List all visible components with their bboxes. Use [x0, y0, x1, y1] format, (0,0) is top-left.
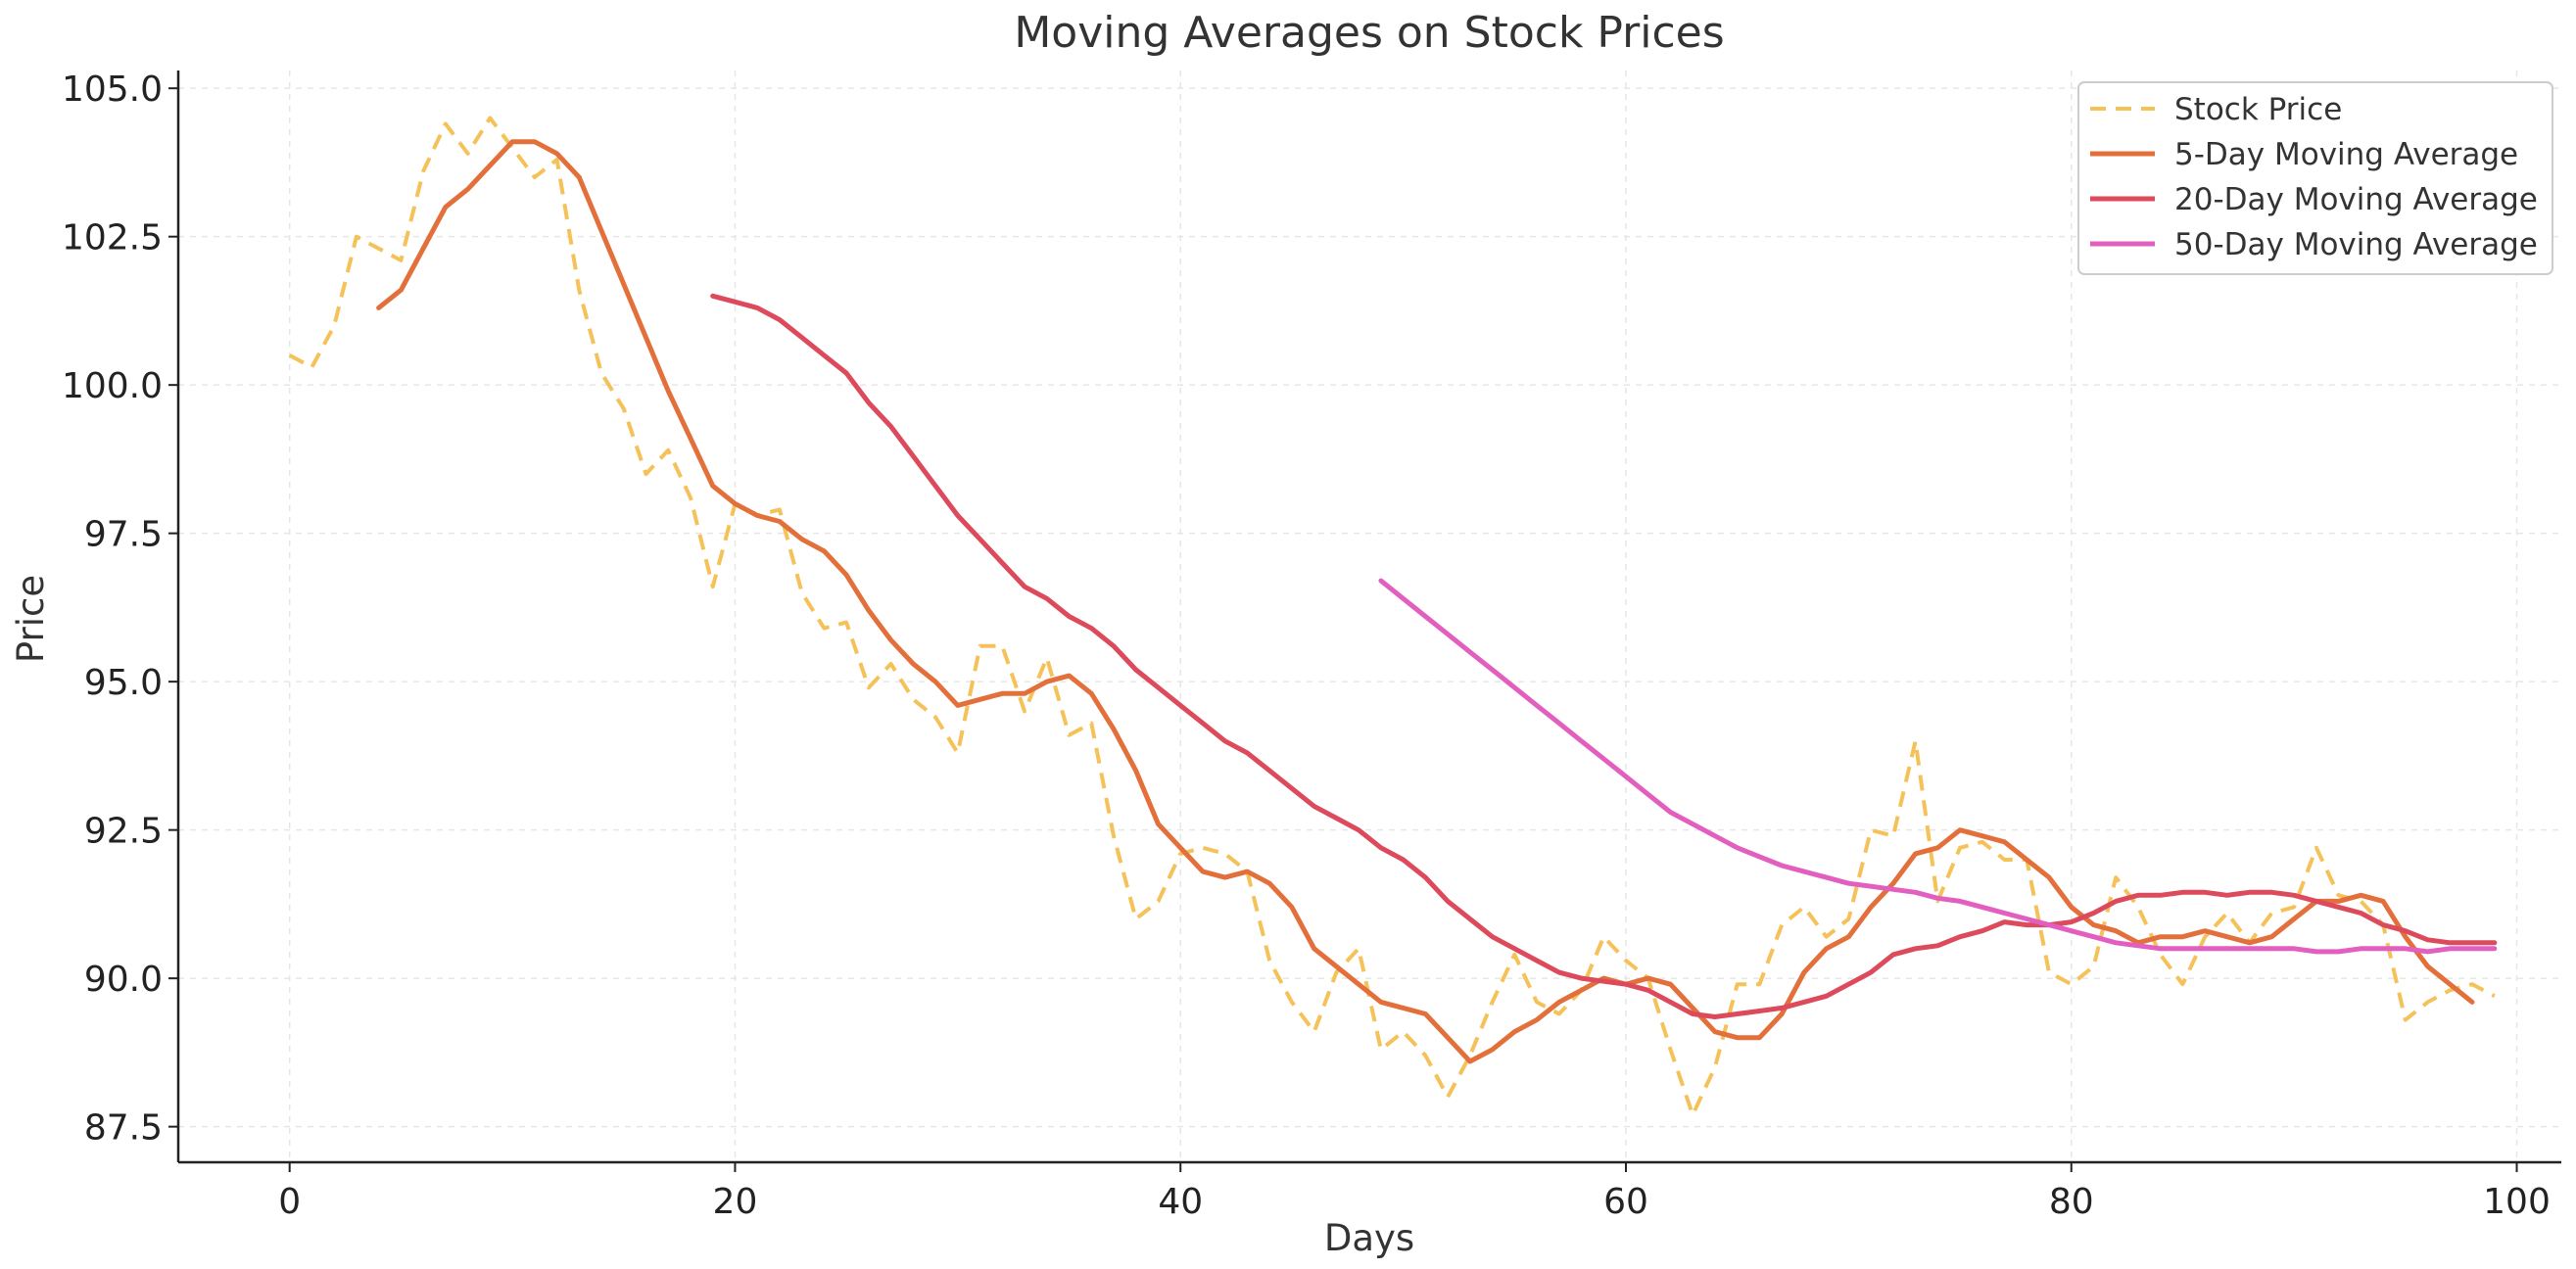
legend: Stock Price 5-Day Moving Average 20-Day Mo… [2077, 81, 2553, 275]
legend-label-stock-price: Stock Price [2174, 92, 2342, 127]
legend-frame [2077, 81, 2553, 275]
x-tick-label: 0 [278, 1182, 301, 1222]
y-axis-title: Price [10, 575, 52, 663]
y-tick-label: 92.5 [84, 812, 163, 852]
y-tick-label: 90.0 [84, 960, 163, 1000]
series-line-stock-price [288, 116, 2496, 1117]
ticks: 0 20 40 60 80 100 87.5 90.0 92.5 95.0 97.5 100.0 102… [62, 70, 2551, 1222]
y-tick-label: 87.5 [84, 1108, 163, 1149]
series-line-50-day-moving-average [1378, 578, 2498, 955]
y-tick-label: 102.5 [62, 218, 163, 258]
axes [176, 70, 2561, 1164]
y-tick-label: 97.5 [84, 515, 163, 555]
chart-title: Moving Averages on Stock Prices [1014, 8, 1724, 58]
grid [178, 70, 2561, 1162]
y-tick-label: 105.0 [62, 70, 163, 110]
x-tick-label: 100 [2483, 1182, 2551, 1222]
x-tick-label: 80 [2049, 1182, 2094, 1222]
y-tick-label: 100.0 [62, 366, 163, 406]
legend-label-5-day-moving-average: 5-Day Moving Average [2174, 137, 2518, 172]
x-tick-label: 20 [713, 1182, 758, 1222]
legend-label-50-day-moving-average: 50-Day Moving Average [2174, 227, 2538, 262]
series-line-20-day-moving-average [710, 293, 2498, 1019]
y-tick-label: 95.0 [84, 663, 163, 703]
x-axis-title: Days [1324, 1217, 1414, 1259]
series-group [288, 116, 2498, 1117]
x-tick-label: 40 [1158, 1182, 1203, 1222]
x-tick-label: 60 [1603, 1182, 1648, 1222]
legend-label-20-day-moving-average: 20-Day Moving Average [2174, 182, 2538, 217]
series-line-5-day-moving-average [376, 139, 2475, 1064]
